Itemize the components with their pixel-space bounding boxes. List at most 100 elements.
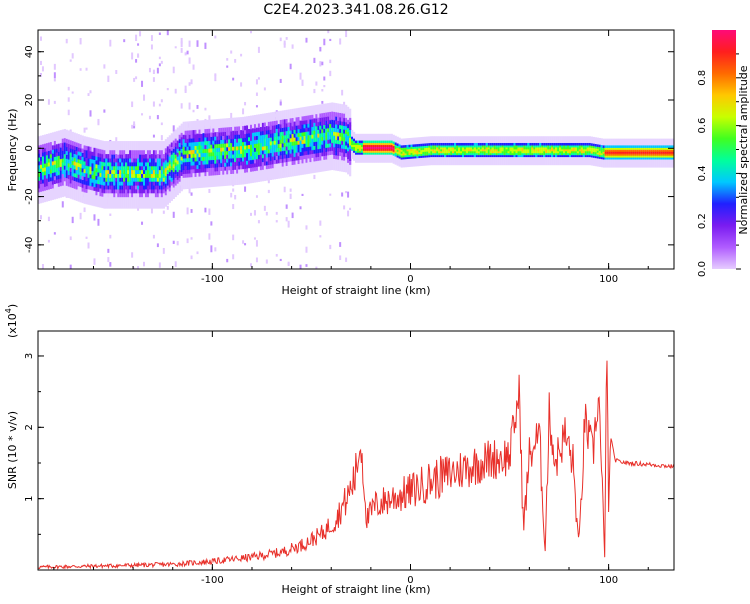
- spectrogram-noise-cell: [109, 39, 112, 47]
- spectrogram-cell: [89, 170, 92, 175]
- spectrogram-cell: [481, 142, 485, 146]
- spectrogram-noise-cell: [176, 241, 179, 246]
- spectrogram-noise-cell: [188, 102, 191, 110]
- spectrogram-cell: [154, 161, 158, 167]
- spectrogram-cell: [257, 142, 261, 148]
- spectrogram-cell: [664, 149, 667, 152]
- spectrogram-cell: [440, 152, 443, 156]
- spectrogram-cell: [251, 163, 255, 168]
- spectrogram-cell: [123, 184, 126, 190]
- spectrogram-cell: [93, 163, 96, 168]
- spectrogram-cell: [406, 152, 409, 156]
- spectrogram-cell: [559, 154, 562, 158]
- y-tick-label: -20: [24, 188, 35, 204]
- spectrogram-noise-cell: [152, 77, 155, 82]
- spectrogram-cell: [182, 150, 185, 155]
- spectrogram-noise-cell: [137, 53, 140, 58]
- spectrogram-cell: [299, 124, 302, 129]
- spectrogram-cell: [452, 152, 455, 156]
- spectrogram-cell: [660, 147, 663, 150]
- spectrogram-cell: [69, 163, 72, 168]
- spectrogram-cell: [551, 152, 554, 156]
- spectrogram-cell: [317, 156, 320, 161]
- spectrogram-cell: [253, 147, 257, 152]
- spectrogram-cell: [148, 169, 152, 174]
- spectrogram-cell: [59, 170, 62, 175]
- spectrogram-cell: [323, 151, 326, 156]
- spectrogram-cell: [590, 154, 593, 158]
- spectrogram-cell: [345, 121, 348, 127]
- spectrogram-cell: [648, 149, 651, 152]
- spectrogram-cell: [117, 150, 120, 155]
- spectrogram-cell: [172, 159, 175, 165]
- spectrogram-cell: [47, 161, 51, 167]
- spectrogram-cell: [329, 138, 332, 144]
- spectrogram-cell: [519, 146, 522, 150]
- spectrogram-cell: [471, 146, 475, 150]
- spectrogram-cell: [491, 146, 494, 150]
- spectrogram-cell: [261, 157, 265, 163]
- spectrogram-cell: [99, 156, 102, 162]
- spectrogram-cell: [73, 176, 76, 182]
- spectrogram-cell: [489, 152, 492, 156]
- spectrogram-cell: [172, 175, 175, 180]
- spectrogram-cell: [144, 165, 148, 171]
- spectrogram-cell: [547, 154, 550, 158]
- spectrogram-cell: [628, 151, 631, 154]
- spectrogram-cell: [487, 150, 490, 154]
- spectrogram-cell: [630, 149, 633, 152]
- spectrogram-cell: [275, 139, 278, 145]
- spectrogram-noise-cell: [180, 37, 183, 44]
- spectrogram-cell: [410, 150, 413, 153]
- spectrogram-cell: [618, 155, 621, 158]
- spectrogram-cell: [362, 144, 366, 147]
- spectrogram-cell: [553, 148, 556, 152]
- spectrogram-cell: [610, 155, 613, 158]
- spectrogram-cell: [636, 145, 639, 148]
- spectrogram-cell: [135, 177, 138, 182]
- spectrogram-cell: [364, 146, 368, 149]
- spectrogram-noise-cell: [279, 78, 282, 83]
- spectrogram-cell: [343, 121, 346, 126]
- spectrogram-cell: [436, 152, 439, 156]
- spectrogram-cell: [402, 147, 405, 150]
- spectrogram-cell: [620, 155, 623, 158]
- spectrogram-cell: [85, 169, 88, 174]
- spectrogram-cell: [271, 148, 274, 153]
- spectrogram-cell: [263, 149, 267, 155]
- spectrogram-cell: [525, 154, 528, 158]
- spectrogram-cell: [358, 148, 362, 151]
- spectrogram-cell: [487, 152, 490, 156]
- spectrogram-cell: [368, 144, 372, 147]
- spectrogram-cell: [57, 151, 61, 156]
- spectrogram-noise-cell: [65, 38, 68, 44]
- spectrogram-cell: [218, 143, 221, 148]
- spectrogram-cell: [446, 148, 449, 152]
- spectrogram-cell: [273, 159, 276, 165]
- spectrogram-cell: [507, 150, 510, 154]
- spectrogram-cell: [152, 188, 156, 194]
- spectrogram-cell: [65, 165, 68, 171]
- spectrogram-cell: [588, 150, 592, 154]
- spectrogram-cell: [462, 144, 465, 148]
- spectrogram-noise-cell: [123, 39, 126, 43]
- spectrogram-cell: [452, 150, 455, 154]
- spectrogram-cell: [598, 154, 601, 157]
- spectrogram-cell: [113, 157, 116, 163]
- spectrogram-cell: [450, 148, 453, 152]
- spectrogram-cell: [263, 153, 267, 158]
- spectrogram-noise-cell: [329, 59, 332, 64]
- spectrogram-cell: [170, 165, 173, 171]
- spectrogram-cell: [610, 145, 613, 148]
- spectrogram-noise-cell: [319, 220, 322, 226]
- spectrogram-cell: [456, 146, 459, 150]
- spectrogram-cell: [186, 138, 189, 143]
- spectrogram-cell: [65, 177, 68, 182]
- spectrogram-cell: [646, 149, 649, 152]
- spectrogram-cell: [139, 157, 142, 163]
- spectrogram-cell: [49, 145, 53, 151]
- spectrogram-cell: [384, 142, 387, 146]
- spectrogram-cell: [113, 154, 116, 159]
- spectrogram-cell: [143, 184, 146, 190]
- spectrogram-cell: [224, 142, 227, 148]
